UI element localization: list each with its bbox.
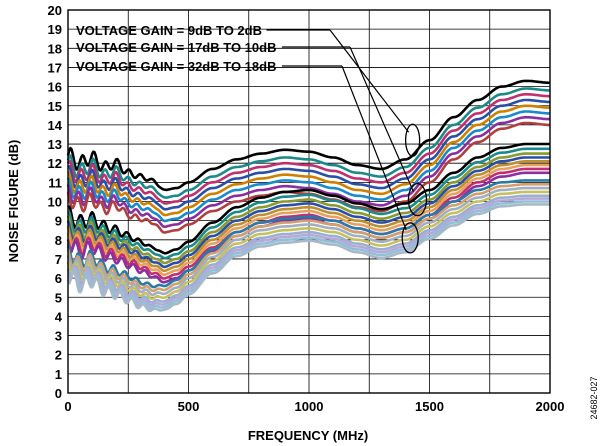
y-tick-label: 4 xyxy=(55,309,63,324)
series-line xyxy=(66,190,551,300)
y-tick-label: 5 xyxy=(55,290,62,305)
annotations: VOLTAGE GAIN = 9dB TO 2dB VOLTAGE GAIN = … xyxy=(76,23,428,254)
y-tick-label: 6 xyxy=(55,271,62,286)
series-line xyxy=(66,156,551,269)
series-line xyxy=(66,110,551,223)
series-line xyxy=(66,79,551,192)
series-line xyxy=(66,197,551,307)
series-line xyxy=(66,167,551,280)
plot-border xyxy=(67,9,551,394)
y-tick-label: 2 xyxy=(55,348,62,363)
y-tick-label: 7 xyxy=(55,252,62,267)
y-tick-label: 16 xyxy=(48,80,62,95)
y-tick-label: 11 xyxy=(48,175,62,190)
series-line xyxy=(67,142,551,255)
figure-id: 24682-027 xyxy=(589,376,599,419)
annotation-label: VOLTAGE GAIN = 9dB TO 2dB xyxy=(76,23,262,38)
annotation-ellipse xyxy=(401,222,419,254)
y-tick-label: 18 xyxy=(48,41,62,56)
x-tick-label: 1000 xyxy=(295,399,324,414)
y-tick-label: 15 xyxy=(48,99,62,114)
y-tick-label: 9 xyxy=(55,214,62,229)
x-axis-label: FREQUENCY (MHz) xyxy=(248,428,368,443)
annotation-pointer xyxy=(341,65,407,231)
plot-frame xyxy=(67,9,551,394)
series-line xyxy=(66,179,551,289)
y-tick-label: 0 xyxy=(55,386,62,401)
series-line xyxy=(66,93,551,205)
annotation-ellipse xyxy=(404,123,421,157)
series-line xyxy=(66,171,551,284)
annotation-ellipse xyxy=(407,182,428,217)
y-tick-label: 1 xyxy=(55,367,62,382)
series-line xyxy=(66,200,551,310)
y-tick-label: 10 xyxy=(48,195,62,210)
series-line xyxy=(66,87,551,199)
series-line xyxy=(66,152,551,265)
annotation-label: VOLTAGE GAIN = 32dB TO 18dB xyxy=(76,59,276,74)
series-line xyxy=(66,186,551,297)
y-tick-label: 14 xyxy=(48,118,63,133)
y-tick-label: 8 xyxy=(55,233,62,248)
series-line xyxy=(66,163,551,276)
y-axis-label: NOISE FIGURE (dB) xyxy=(6,140,21,263)
series-line xyxy=(67,147,551,260)
series-line xyxy=(67,104,551,217)
series-line xyxy=(66,115,551,229)
series-line xyxy=(66,194,551,304)
y-tick-label: 17 xyxy=(48,60,62,75)
series-line xyxy=(67,203,551,313)
series-line xyxy=(66,160,551,273)
y-tick-label: 3 xyxy=(55,329,62,344)
x-tick-label: 2000 xyxy=(536,399,565,414)
series-line xyxy=(67,98,551,211)
series-line xyxy=(66,183,551,293)
series-group xyxy=(66,79,551,313)
annotation-pointer xyxy=(349,46,414,192)
y-tick-label: 12 xyxy=(48,156,62,171)
annotation-label: VOLTAGE GAIN = 17dB TO 10dB xyxy=(76,40,276,55)
x-tick-label: 0 xyxy=(64,399,71,414)
y-tick-label: 20 xyxy=(48,3,62,18)
y-tick-label: 19 xyxy=(48,22,62,37)
x-tick-label: 500 xyxy=(178,399,200,414)
x-tick-label: 1500 xyxy=(415,399,444,414)
y-tick-label: 13 xyxy=(48,137,62,152)
